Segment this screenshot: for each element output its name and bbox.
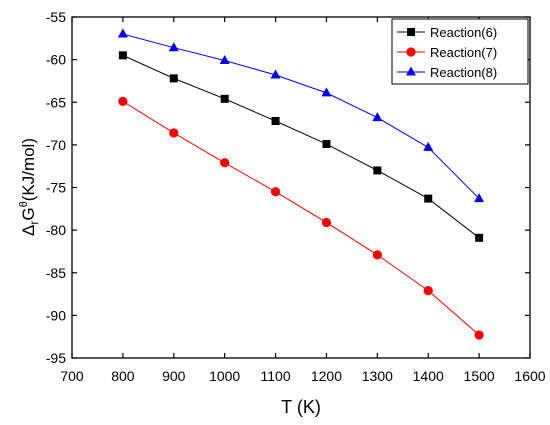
y-tick-label: -70	[46, 137, 66, 153]
series-line	[122, 33, 480, 199]
y-tick-label: -85	[46, 265, 66, 281]
data-point	[169, 128, 179, 138]
data-point	[270, 69, 281, 79]
y-axis-title: ΔrGθ(KJ/mol)	[18, 138, 41, 236]
legend-item: Reaction(8)	[397, 65, 497, 80]
legend-label: Reaction(7)	[430, 45, 497, 60]
y-tick-label: -75	[46, 180, 66, 196]
x-tick-label: 700	[60, 368, 84, 384]
data-point	[423, 141, 434, 151]
legend-marker	[407, 28, 415, 36]
legend-label: Reaction(6)	[430, 25, 497, 40]
y-tick-label: -90	[46, 307, 66, 323]
x-axis-title: T (K)	[281, 397, 321, 417]
data-point	[321, 217, 332, 228]
data-point	[424, 194, 433, 203]
series-layer	[117, 28, 485, 340]
data-point	[474, 193, 485, 203]
data-point	[220, 94, 229, 103]
y-tick-label: -55	[46, 9, 66, 25]
data-point	[118, 96, 128, 106]
x-tick-label: 800	[111, 368, 135, 384]
data-point	[474, 330, 484, 340]
legend-item: Reaction(7)	[397, 45, 497, 60]
x-tick-label: 1600	[514, 368, 545, 384]
legend-items: Reaction(6) Reaction(7) Reaction(8)	[397, 25, 497, 80]
legend-marker	[406, 66, 416, 76]
axis-ticks: 700 800 900 1000 1100 1200 1300 1400 1500 1600 -55…	[46, 9, 546, 384]
data-point	[372, 250, 382, 260]
series-1	[118, 51, 484, 242]
y-tick-label: -60	[46, 52, 66, 68]
x-tick-label: 1300	[362, 368, 393, 384]
data-point	[117, 28, 128, 38]
legend-marker	[406, 47, 416, 57]
legend-item: Reaction(6)	[397, 25, 497, 40]
legend: Reaction(6) Reaction(7) Reaction(8)	[391, 18, 529, 85]
data-point	[169, 74, 178, 83]
y-tick-label: -95	[46, 350, 66, 366]
data-point	[423, 286, 433, 296]
x-tick-label: 900	[162, 368, 186, 384]
data-point	[118, 51, 127, 60]
data-point	[475, 233, 484, 242]
x-tick-label: 1100	[261, 368, 291, 384]
x-tick-label: 1400	[413, 368, 444, 384]
y-tick-label: -65	[46, 94, 66, 110]
x-tick-label: 1200	[311, 368, 342, 384]
data-point	[372, 112, 383, 122]
x-tick-label: 1000	[209, 368, 240, 384]
data-point	[322, 140, 331, 149]
series-3	[117, 28, 485, 203]
series-line	[122, 54, 480, 239]
data-point	[270, 187, 281, 197]
y-tick-label: -80	[46, 222, 66, 238]
data-point	[373, 166, 382, 175]
data-point	[168, 42, 179, 52]
data-point	[219, 54, 230, 64]
data-point	[220, 158, 230, 168]
legend-label: Reaction(8)	[430, 65, 497, 80]
x-tick-label: 1500	[464, 368, 495, 384]
data-point	[271, 117, 280, 126]
series-2	[118, 96, 484, 340]
series-line	[122, 100, 480, 336]
data-point	[321, 87, 332, 97]
